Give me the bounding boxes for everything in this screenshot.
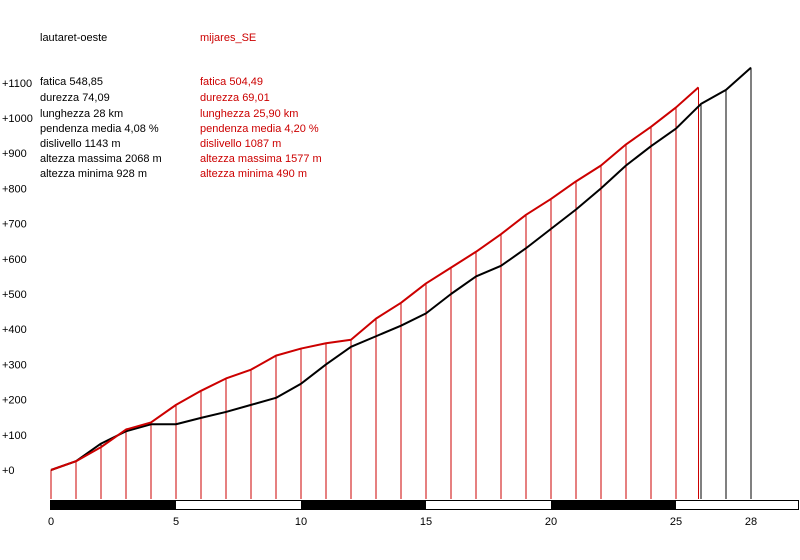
y-tick-label: +600 [2,254,27,266]
distance-scale-segment [551,500,676,510]
y-tick-label: +1100 [2,78,32,90]
line-mijares-se [50,86,700,471]
y-axis: +0 +100 +200 +300 +400 +500 +600 +700 +800 +900 +1… [2,78,33,477]
y-tick-label: +900 [2,148,27,160]
stat-lunghezza: lunghezza 25,90 km [200,108,298,120]
series-title-mijares: mijares_SE [200,32,256,44]
distance-scale-segment [51,500,176,510]
stats-mijares: fatica 504,49 durezza 69,01 lunghezza 25… [200,76,322,180]
y-tick-label: +400 [2,324,27,336]
stat-pendenza: pendenza media 4,20 % [200,123,319,135]
stat-lunghezza: lunghezza 28 km [40,108,123,120]
stat-fatica: fatica 548,85 [40,76,103,88]
line-lautaret-oeste [50,66,752,471]
x-tick-label: 0 [48,516,54,528]
stat-dislivello: dislivello 1087 m [200,138,281,150]
x-axis: 0 5 10 15 20 25 28 [48,500,799,528]
stat-altezza-massima: altezza massima 2068 m [40,153,162,165]
stat-pendenza: pendenza media 4,08 % [40,123,159,135]
y-tick-label: +0 [2,465,15,477]
y-tick-label: +200 [2,395,27,407]
y-tick-label: +300 [2,359,27,371]
profile-lines [50,66,752,471]
x-tick-label: 15 [420,516,432,528]
stat-altezza-minima: altezza minima 490 m [200,168,307,180]
stat-altezza-minima: altezza minima 928 m [40,168,147,180]
stat-dislivello: dislivello 1143 m [40,138,121,150]
y-tick-label: +500 [2,289,27,301]
x-tick-label: 20 [545,516,557,528]
y-tick-label: +1000 [2,113,33,125]
stat-altezza-massima: altezza massima 1577 m [200,153,322,165]
series-title-lautaret: lautaret-oeste [40,32,107,44]
y-tick-label: +800 [2,183,27,195]
stat-durezza: durezza 74,09 [40,92,110,104]
stat-fatica: fatica 504,49 [200,76,263,88]
x-tick-label: 5 [173,516,179,528]
x-tick-label: 10 [295,516,307,528]
x-tick-label: 28 [745,516,757,528]
x-tick-label: 25 [670,516,682,528]
stats-lautaret: fatica 548,85 durezza 74,09 lunghezza 28… [40,76,162,180]
distance-scale-segment [301,500,426,510]
drop-lines-mijares [50,87,699,499]
y-tick-label: +700 [2,219,27,231]
y-tick-label: +100 [2,430,27,442]
stat-durezza: durezza 69,01 [200,92,270,104]
